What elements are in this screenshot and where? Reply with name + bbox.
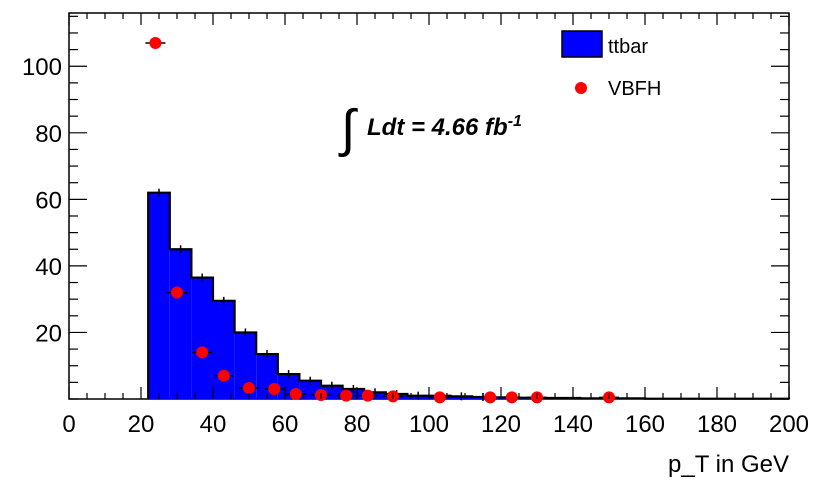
y-tick-label: 80: [35, 121, 62, 148]
x-tick-label: 40: [200, 411, 227, 438]
x-axis-title: p_T in GeV: [668, 451, 789, 478]
legend-vbfh-marker: [575, 82, 587, 94]
luminosity-exponent: -1: [508, 113, 522, 130]
ttbar-bin: [342, 389, 365, 399]
luminosity-value: Ldt = 4.66 fb: [367, 114, 508, 141]
y-tick-label: 40: [35, 254, 62, 281]
axes: 0 20 40 60 80 100 120 140 160 180 200 20 40 60 80 100: [22, 13, 809, 438]
vbfh-point: [340, 389, 353, 402]
legend-ttbar-swatch: [561, 30, 603, 58]
x-tick-label: 100: [409, 411, 449, 438]
x-tick-label: 180: [697, 411, 737, 438]
luminosity-text: Ldt = 4.66 fb-1: [367, 113, 522, 141]
ttbar-histogram: [147, 188, 791, 402]
x-tick-label: 0: [62, 411, 75, 438]
legend-ttbar-label: ttbar: [608, 36, 648, 58]
ttbar-bin: [148, 192, 170, 399]
vbfh-point: [289, 388, 302, 401]
vbfh-point: [484, 391, 497, 404]
y-tick-label: 100: [22, 54, 62, 81]
vbfh-point: [149, 36, 162, 49]
x-tick-label: 140: [553, 411, 593, 438]
vbfh-point: [361, 389, 374, 402]
y-tick-label: 20: [35, 320, 62, 347]
x-tick-label: 60: [272, 411, 299, 438]
vbfh-point: [433, 391, 446, 404]
integral-sign: ∫: [338, 100, 358, 158]
vbfh-point: [268, 383, 281, 396]
y-tick-label: 60: [35, 187, 62, 214]
vbfh-point: [196, 346, 209, 359]
vbfh-point: [217, 369, 230, 382]
x-tick-label: 80: [344, 411, 371, 438]
ttbar-bin: [213, 300, 235, 399]
ttbar-bin: [169, 249, 192, 399]
x-tick-label: 120: [481, 411, 521, 438]
x-tick-label: 200: [769, 411, 809, 438]
vbfh-point: [505, 391, 518, 404]
x-tick-label: 20: [128, 411, 155, 438]
legend-vbfh-label: VBFH: [608, 78, 661, 100]
ttbar-bin: [191, 277, 213, 399]
x-tick-label: 160: [625, 411, 665, 438]
vbfh-point: [243, 382, 255, 395]
vbfh-point: [171, 286, 183, 299]
